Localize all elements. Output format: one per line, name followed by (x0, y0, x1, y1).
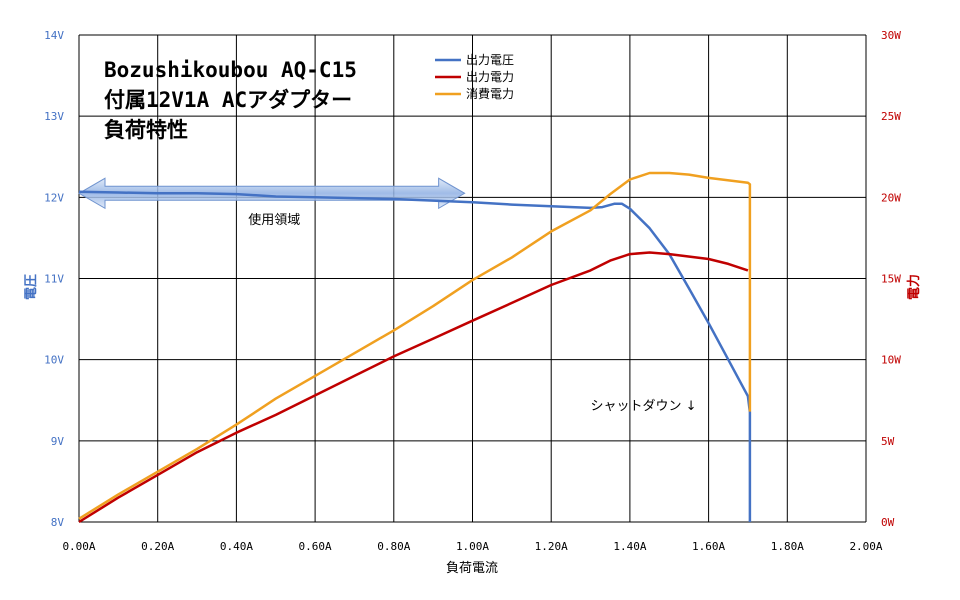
y-right-tick-label: 20W (881, 191, 901, 204)
series-line-2 (78, 171, 752, 520)
title-line-3: 負荷特性 (104, 118, 188, 142)
series-line-1 (78, 251, 749, 524)
y-right-tick-label: 10W (881, 354, 901, 367)
y-left-tick-label: 10V (44, 354, 64, 367)
y-left-tick-label: 11V (44, 273, 64, 286)
grid-lines (78, 34, 867, 523)
x-tick-label: 0.60A (299, 540, 332, 553)
x-tick-label: 1.80A (771, 540, 804, 553)
tick-labels: 0.00A 0.20A 0.40A 0.60A 0.80A 1.00A 1.20A 1.40A… (44, 29, 901, 553)
y-axis-right-title: 電力 (906, 274, 922, 300)
x-tick-label: 2.00A (849, 540, 882, 553)
series-line-0 (78, 190, 752, 522)
annotation-label: 使用領域 (248, 212, 300, 228)
series-lines (78, 171, 752, 524)
x-tick-label: 1.60A (692, 540, 725, 553)
usage-range-arrow (77, 177, 466, 210)
usage-range-double-arrow (77, 177, 466, 210)
y-right-tick-label: 25W (881, 110, 901, 123)
x-tick-label: 1.00A (456, 540, 489, 553)
y-left-tick-label: 9V (51, 435, 65, 448)
x-axis-title: 負荷電流 (446, 561, 498, 576)
x-tick-label: 1.40A (613, 540, 646, 553)
y-left-tick-label: 14V (44, 29, 64, 42)
annotation-label: シャットダウン ↓ (591, 399, 697, 414)
x-tick-label: 1.20A (535, 540, 568, 553)
x-tick-label: 0.80A (377, 540, 410, 553)
y-right-tick-label: 15W (881, 273, 901, 286)
legend-label: 出力電力 (466, 70, 514, 84)
y-left-tick-label: 13V (44, 110, 64, 123)
y-axis-left-title: 電圧 (24, 274, 39, 300)
y-right-tick-label: 0W (881, 516, 895, 529)
y-left-tick-label: 8V (51, 516, 65, 529)
legend-label: 出力電圧 (466, 53, 514, 67)
x-tick-label: 0.20A (141, 540, 174, 553)
y-right-tick-label: 5W (881, 435, 895, 448)
x-tick-label: 0.40A (220, 540, 253, 553)
legend-label: 消費電力 (466, 86, 514, 101)
title-line-2: 付属12V1A ACアダプター (104, 88, 352, 112)
title-line-1: Bozushikoubou AQ-C15 (104, 58, 357, 82)
x-tick-label: 0.00A (62, 540, 95, 553)
y-right-tick-label: 30W (881, 29, 901, 42)
chart-title: Bozushikoubou AQ-C15 付属12V1A ACアダプター 負荷特… (104, 58, 357, 142)
y-left-tick-label: 12V (44, 191, 64, 204)
